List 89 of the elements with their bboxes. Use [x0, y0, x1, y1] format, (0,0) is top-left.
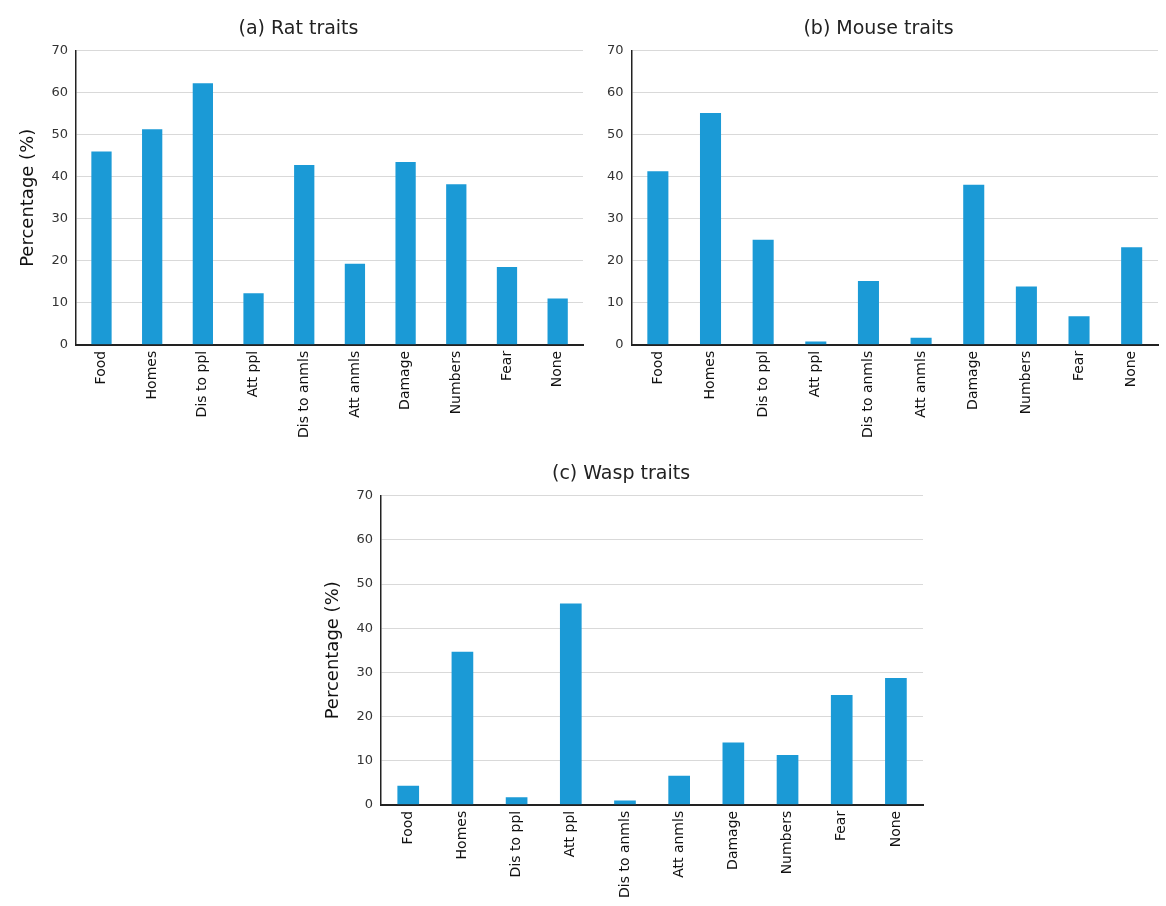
y-tick-label: 50 — [607, 126, 624, 142]
bar — [91, 151, 112, 345]
x-tick-label: Damage — [964, 350, 981, 410]
y-tick-label: 0 — [364, 796, 374, 812]
bar — [885, 678, 907, 805]
bar — [505, 797, 528, 805]
x-tick-label: Damage — [723, 810, 740, 870]
bar — [752, 239, 774, 345]
bar — [547, 298, 568, 345]
x-tick-label: Att anmls — [669, 810, 686, 878]
x-tick-label: Homes — [701, 350, 718, 400]
x-tick-label: Dis to anmls — [859, 350, 876, 439]
bar — [243, 293, 264, 345]
bar — [963, 184, 985, 345]
y-tick-label: 70 — [356, 487, 374, 503]
y-tick-label: 10 — [356, 752, 374, 768]
y-tick-label: 20 — [51, 252, 69, 268]
y-tick-label: 40 — [51, 168, 69, 184]
x-tick-label: Fear — [497, 350, 514, 382]
x-tick-label: Dis to anmls — [615, 810, 632, 899]
bar — [446, 184, 467, 345]
chart-title: (a) Rat traits — [238, 16, 359, 39]
y-tick-label: 0 — [615, 336, 624, 352]
x-tick-label: Food — [92, 350, 109, 385]
y-tick-label: 60 — [607, 84, 624, 100]
y-tick-label: 60 — [356, 531, 374, 547]
bar — [668, 775, 690, 805]
y-tick-label: 10 — [607, 294, 624, 310]
y-tick-label: 50 — [51, 126, 69, 142]
bar — [647, 171, 669, 345]
bar — [1068, 316, 1090, 345]
x-tick-label: Damage — [396, 350, 413, 410]
y-tick-label: 10 — [51, 294, 69, 310]
x-tick-label: Homes — [142, 350, 159, 400]
y-tick-label: 40 — [356, 619, 374, 635]
bar — [496, 267, 518, 345]
x-tick-label: Fear — [1069, 350, 1086, 382]
x-tick-label: Dis to ppl — [507, 810, 524, 878]
bar — [805, 341, 827, 345]
y-tick-label: 30 — [607, 210, 624, 226]
chart-title: (c) Wasp traits — [551, 461, 691, 484]
x-tick-label: Att ppl — [561, 810, 578, 858]
y-axis-title: Percentage (%) — [16, 128, 38, 267]
x-tick-label: Dis to ppl — [193, 350, 210, 418]
x-tick-label: Numbers — [446, 350, 463, 415]
x-tick-label: None — [886, 810, 903, 848]
y-tick-label: 20 — [356, 707, 374, 723]
bar — [699, 112, 722, 345]
bar — [1121, 247, 1143, 345]
x-tick-label: Att anmls — [345, 350, 362, 418]
y-tick-label: 40 — [607, 168, 624, 184]
x-tick-label: Dis to ppl — [753, 350, 770, 418]
bar — [142, 129, 163, 345]
y-axis-title: Percentage (%) — [321, 581, 343, 720]
x-tick-label: Fear — [832, 810, 849, 842]
x-tick-label: None — [1122, 350, 1139, 388]
x-tick-label: Food — [648, 350, 665, 385]
y-tick-label: 50 — [356, 575, 374, 591]
bar — [776, 754, 799, 805]
x-tick-label: Numbers — [1017, 350, 1034, 415]
x-tick-label: Dis to anmls — [294, 350, 311, 439]
bar — [451, 651, 474, 805]
x-tick-label: Food — [398, 810, 415, 845]
bar — [397, 785, 420, 805]
bar — [344, 263, 366, 345]
bar — [192, 83, 213, 345]
bar — [857, 280, 879, 345]
bar — [614, 800, 636, 805]
y-tick-label: 60 — [51, 84, 69, 100]
y-tick-label: 30 — [51, 210, 69, 226]
bar — [910, 337, 932, 345]
y-tick-label: 30 — [356, 663, 374, 679]
x-tick-label: Att anmls — [911, 350, 928, 418]
bar — [559, 603, 582, 805]
x-tick-label: None — [548, 350, 565, 388]
bar — [294, 165, 315, 345]
bar — [1015, 286, 1037, 345]
chart-title: (b) Mouse traits — [803, 16, 954, 39]
bar — [830, 694, 853, 805]
x-tick-label: Att ppl — [244, 350, 261, 398]
y-tick-label: 0 — [59, 336, 69, 352]
x-tick-label: Homes — [453, 810, 470, 860]
x-tick-label: Numbers — [778, 810, 795, 875]
x-tick-label: Att ppl — [806, 350, 823, 398]
y-tick-label: 70 — [607, 42, 624, 58]
bar — [722, 742, 745, 805]
bar — [395, 162, 416, 345]
y-tick-label: 70 — [51, 42, 69, 58]
y-tick-label: 20 — [607, 252, 624, 268]
